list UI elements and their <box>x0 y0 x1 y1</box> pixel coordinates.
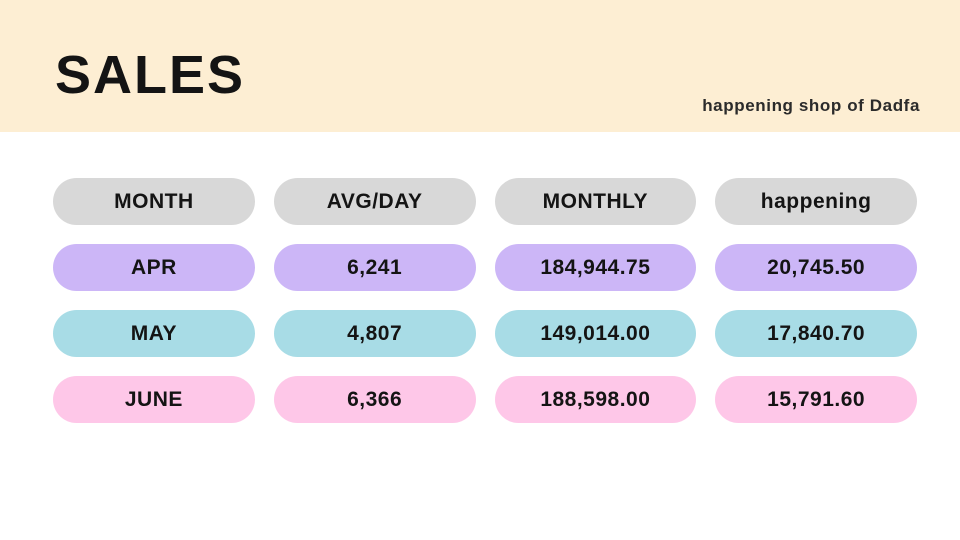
banner: SALES happening shop of Dadfa <box>0 0 960 132</box>
cell-june-monthly: 188,598.00 <box>494 376 697 423</box>
cell-june-avg-day: 6,366 <box>273 376 476 423</box>
cell-may-happening: 17,840.70 <box>715 310 917 357</box>
cell-apr-happening: 20,745.50 <box>715 244 917 291</box>
banner-subtitle: happening shop of Dadfa <box>702 96 920 115</box>
sales-table: MONTH AVG/DAY MONTHLY happening APR 6,24… <box>53 178 917 423</box>
cell-apr-monthly: 184,944.75 <box>494 244 697 291</box>
cell-june-happening: 15,791.60 <box>715 376 917 423</box>
cell-may-avg-day: 4,807 <box>273 310 476 357</box>
column-header-happening: happening <box>715 178 917 225</box>
page-title: SALES <box>55 45 246 105</box>
column-header-month: MONTH <box>53 178 255 225</box>
cell-may-monthly: 149,014.00 <box>494 310 697 357</box>
cell-apr-month: APR <box>53 244 255 291</box>
cell-june-month: JUNE <box>53 376 255 423</box>
column-header-monthly: MONTHLY <box>494 178 697 225</box>
cell-apr-avg-day: 6,241 <box>273 244 476 291</box>
column-header-avg-day: AVG/DAY <box>273 178 476 225</box>
cell-may-month: MAY <box>53 310 255 357</box>
